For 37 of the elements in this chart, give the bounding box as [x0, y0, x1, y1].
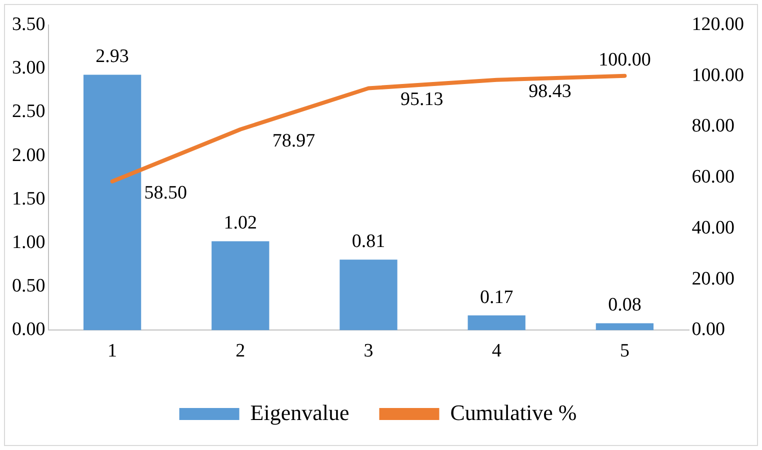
x-tick-label: 1: [108, 340, 118, 362]
data-label: 98.43: [528, 80, 572, 102]
bar: [83, 74, 142, 330]
y-tick-label: 3.50: [12, 14, 46, 35]
y-tick-label: 0.00: [12, 319, 46, 340]
x-tick-label: 4: [492, 340, 502, 362]
y2-tick-label: 20.00: [692, 268, 734, 290]
y-tick-label: 3.00: [12, 58, 46, 79]
data-label: 2.93: [96, 46, 129, 68]
y-tick-label: 2.00: [12, 144, 46, 166]
data-label: 58.50: [144, 182, 188, 204]
data-label: 0.17: [480, 286, 514, 308]
data-label: 0.81: [352, 231, 386, 252]
legend-label: Eigenvalue: [250, 400, 350, 425]
y2-tick-label: 80.00: [692, 116, 734, 137]
bar: [596, 323, 654, 330]
bar: [468, 315, 526, 330]
x-tick-label: 2: [236, 340, 246, 362]
data-label: 78.97: [272, 130, 316, 152]
bar: [340, 260, 398, 330]
y-tick-label: 2.50: [12, 101, 46, 122]
x-tick-label: 3: [364, 340, 374, 362]
legend-label: Cumulative %: [450, 400, 577, 425]
data-label: 0.08: [608, 294, 642, 316]
y2-tick-label: 40.00: [692, 217, 734, 238]
y2-tick-label: 0.00: [692, 319, 725, 340]
y2-tick-label: 100.00: [692, 64, 744, 86]
bar: [212, 241, 270, 330]
data-label: 100.00: [598, 49, 651, 70]
y-tick-label: 1.50: [12, 188, 46, 210]
y2-tick-label: 120.00: [692, 14, 744, 35]
data-label: 95.13: [400, 89, 444, 110]
x-tick-label: 5: [620, 340, 630, 362]
y-tick-label: 1.00: [12, 232, 46, 253]
y2-tick-label: 60.00: [692, 166, 734, 188]
y-tick-label: 0.50: [12, 276, 46, 297]
data-label: 1.02: [224, 212, 258, 234]
